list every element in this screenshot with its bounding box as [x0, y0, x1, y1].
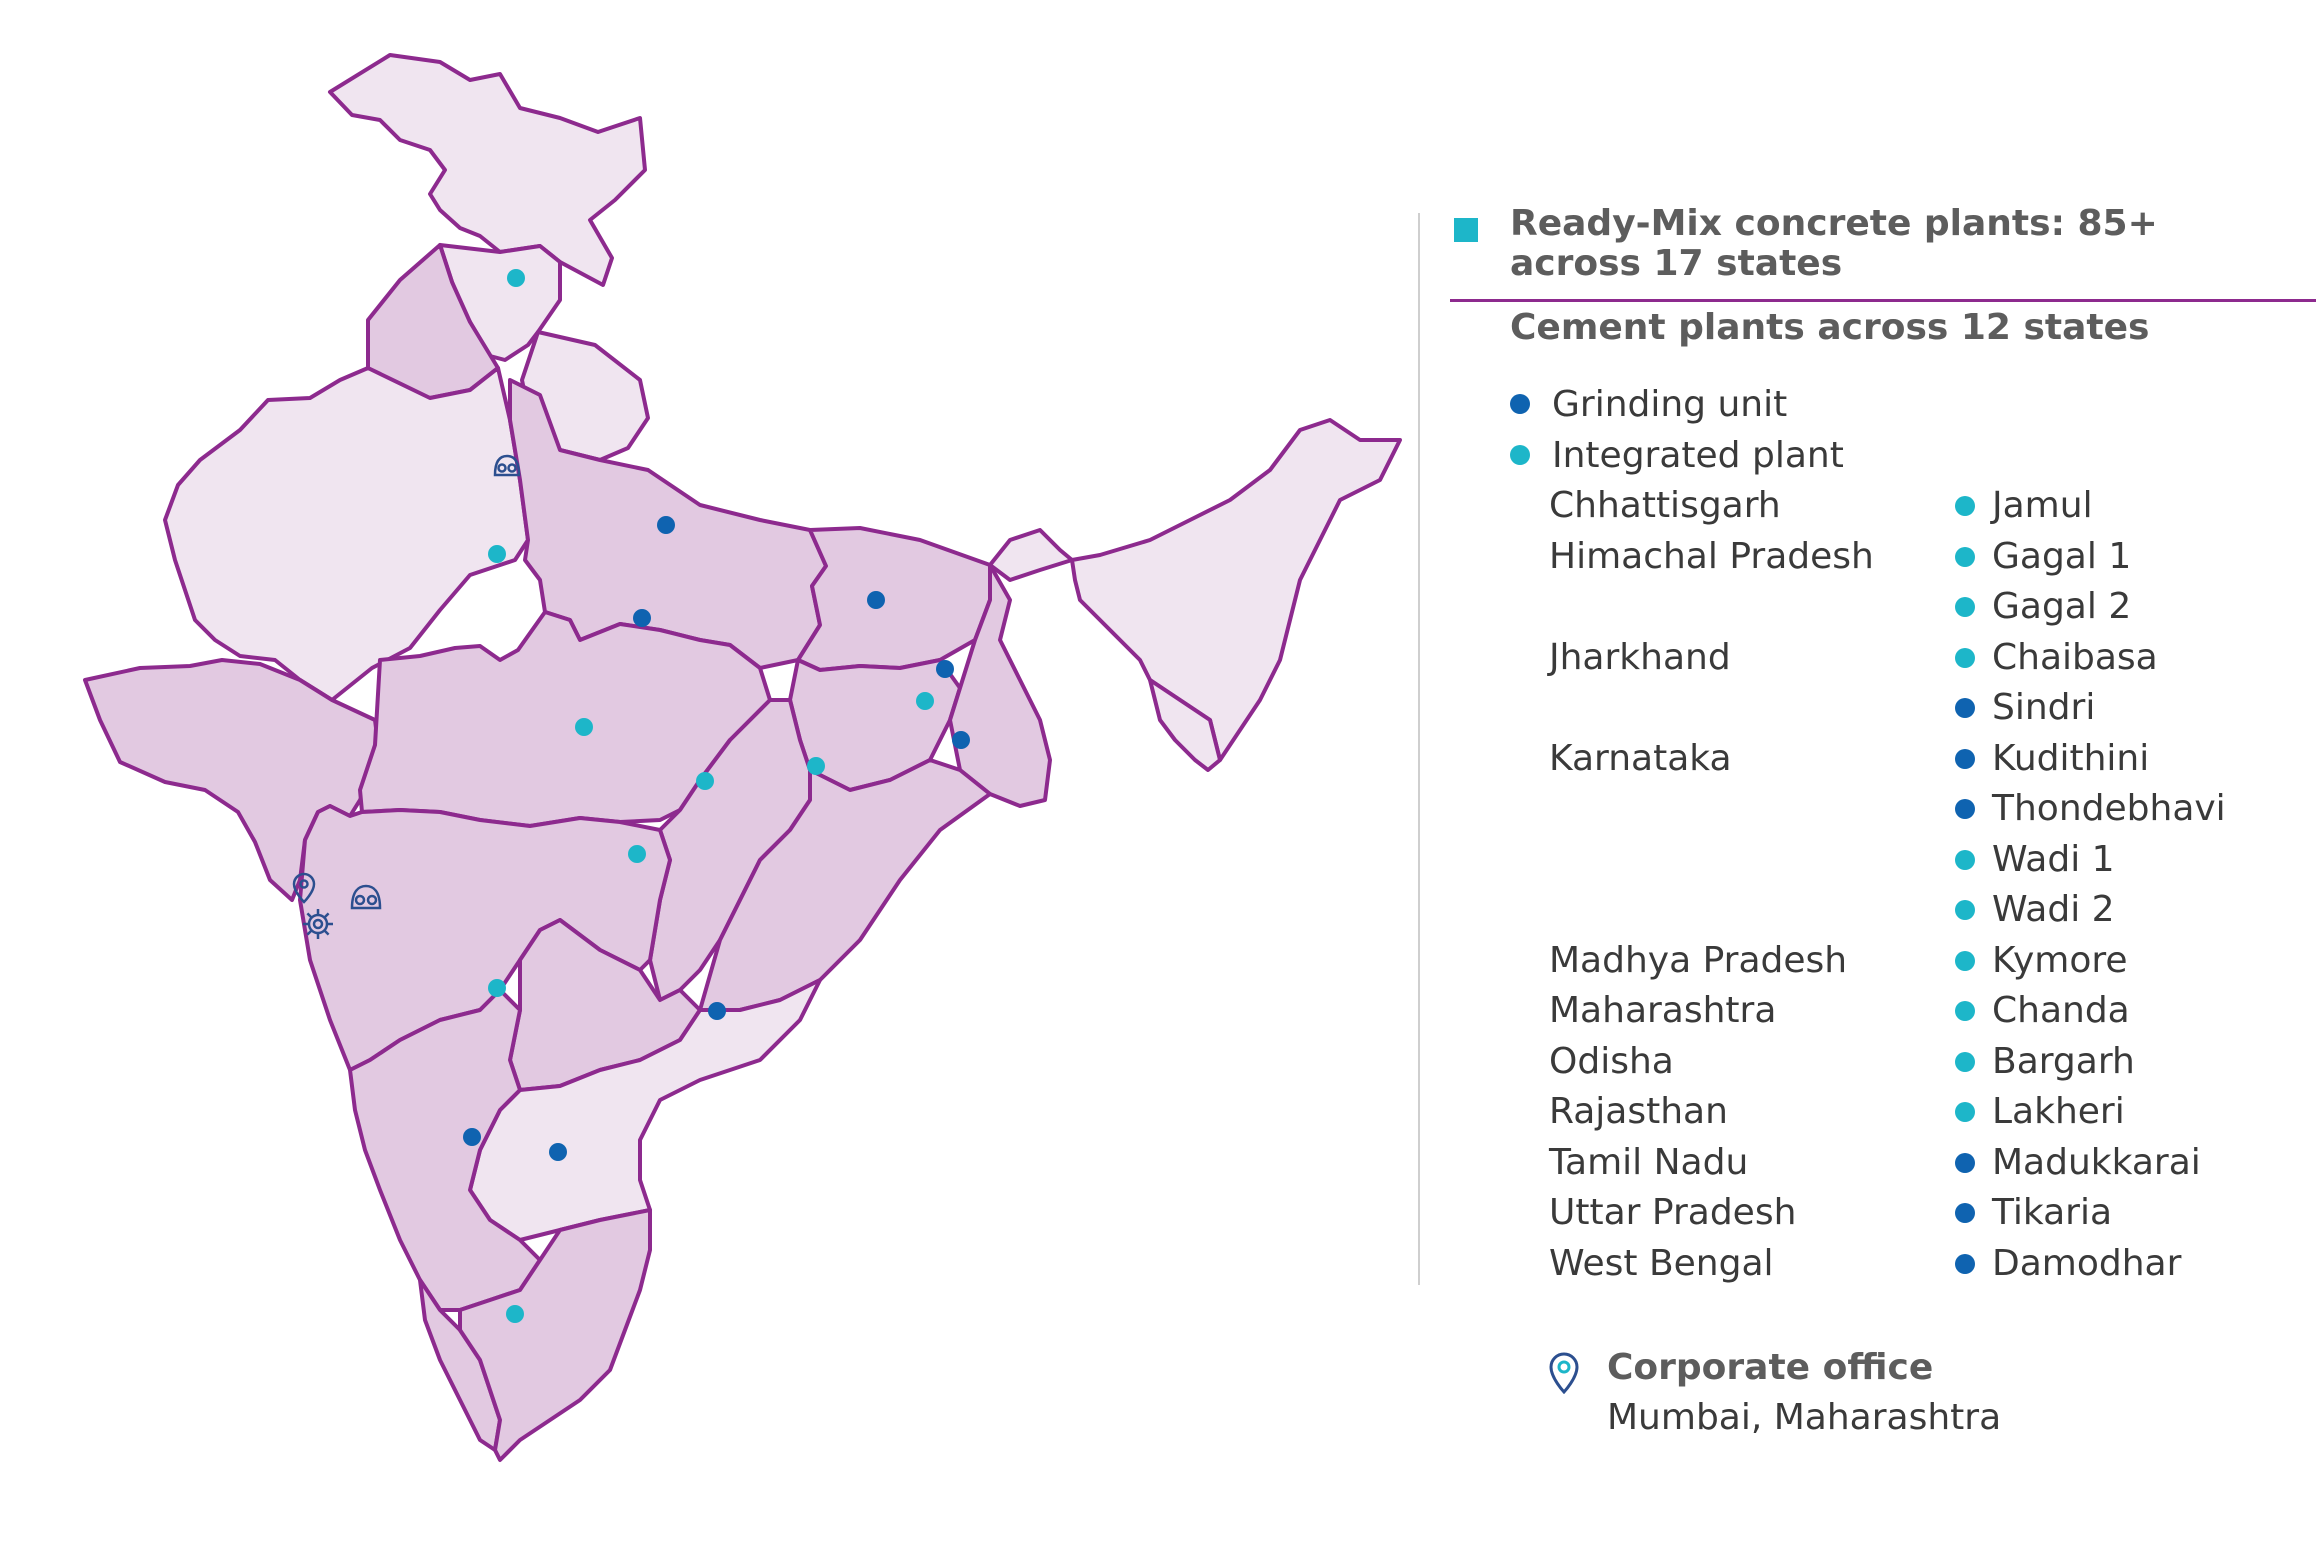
- grinding-unit-marker: [463, 1128, 481, 1146]
- state-name: Odisha: [1549, 1040, 1674, 1082]
- region-west-bengal: [948, 563, 1052, 808]
- state-name: Jharkhand: [1549, 636, 1731, 678]
- plant-name: Gagal 1: [1992, 535, 2132, 577]
- plant-name: Gagal 2: [1992, 586, 2132, 627]
- plant-name: Wadi 2: [1992, 889, 2115, 930]
- integrated-plant-dot-icon: [1955, 849, 1975, 870]
- gear-icon: [303, 909, 333, 939]
- corporate-office-title: Corporate office: [1607, 1347, 1934, 1388]
- integrated-plant-marker: [696, 772, 714, 790]
- ready-mix-legend: Ready-Mix concrete plants: 85+ across 17…: [1510, 203, 2158, 284]
- plant-name: Bargarh: [1992, 1040, 2135, 1082]
- grinding-unit-dot-icon: [1955, 1152, 1975, 1173]
- integrated-plant-marker: [628, 845, 646, 863]
- state-name: Uttar Pradesh: [1549, 1192, 1797, 1233]
- integrated-plant-dot-icon: [1955, 1001, 1975, 1021]
- region-bihar: [796, 526, 992, 672]
- integrated-plant-dot-icon: [1955, 1102, 1975, 1122]
- grinding-unit-dot-icon: [1955, 799, 1975, 819]
- grinding-unit-dot-icon: [1955, 1253, 1975, 1274]
- rmc-plant-marker: [507, 269, 525, 287]
- plant-name: Madukkarai: [1992, 1141, 2201, 1183]
- integrated-plant-dot-icon: [1955, 496, 1975, 516]
- region-jammu-kashmir: [328, 53, 647, 287]
- grinding-unit-dot-icon: [1510, 394, 1530, 414]
- location-pin-icon: [292, 872, 316, 904]
- plant-name: Kymore: [1992, 939, 2128, 981]
- integrated-plant-marker: [506, 1305, 524, 1323]
- integrated-plant-legend: Integrated plant: [1510, 430, 1844, 480]
- integrated-plant-marker: [807, 757, 825, 775]
- region-northeast: [1070, 418, 1402, 762]
- india-map: [83, 53, 1402, 1462]
- grinding-unit-marker: [952, 731, 970, 749]
- plant-name: Chanda: [1992, 990, 2130, 1031]
- integrated-plant-dot-icon: [1955, 647, 1975, 668]
- cement-plants-heading: Cement plants across 12 states: [1510, 307, 2150, 348]
- plant-name: Wadi 1: [1992, 838, 2115, 880]
- grinding-unit-dot-icon: [1955, 698, 1975, 718]
- grinding-unit-dot-icon: [1955, 1203, 1975, 1223]
- grinding-unit-marker: [633, 609, 651, 627]
- integrated-plant-dot-icon: [1955, 597, 1975, 617]
- region-sikkim-link: [988, 528, 1074, 582]
- grinding-unit-marker: [867, 591, 885, 609]
- grinding-unit-dot-icon: [1955, 748, 1975, 769]
- integrated-plant-dot-icon: [1510, 445, 1530, 465]
- state-name: Maharashtra: [1549, 990, 1777, 1031]
- integrated-plant-dot-icon: [1955, 950, 1975, 971]
- ready-mix-icon: [493, 454, 521, 477]
- state-name: Karnataka: [1549, 737, 1732, 779]
- region-tripura-mizoram: [1148, 678, 1222, 772]
- state-name: Chhattisgarh: [1549, 485, 1781, 526]
- state-name: West Bengal: [1549, 1242, 1774, 1284]
- location-pin-icon: [1549, 1352, 1579, 1394]
- grinding-unit-marker: [657, 516, 675, 534]
- rmc-plant-marker: [488, 545, 506, 563]
- plant-name: Jamul: [1992, 485, 2093, 526]
- legend-divider-vertical: [1418, 213, 1420, 1285]
- ready-mix-icon: [350, 884, 382, 910]
- integrated-plant-marker: [575, 718, 593, 736]
- plant-name: Thondebhavi: [1992, 788, 2226, 829]
- grinding-unit-label: Grinding unit: [1552, 383, 1788, 425]
- grinding-unit-marker: [549, 1143, 567, 1161]
- integrated-plant-dot-icon: [1955, 546, 1975, 567]
- plant-name: Damodhar: [1992, 1242, 2182, 1284]
- region-tamil-nadu: [458, 1208, 652, 1462]
- plant-name: Tikaria: [1992, 1192, 2113, 1233]
- region-karnataka: [348, 988, 542, 1312]
- ready-mix-square-icon: [1454, 218, 1478, 242]
- grinding-unit-marker: [936, 660, 954, 678]
- legend-divider-horizontal: [1450, 299, 2316, 302]
- plant-name: Chaibasa: [1992, 636, 2158, 678]
- plant-name: Sindri: [1992, 687, 2096, 728]
- corporate-office-location: Mumbai, Maharashtra: [1607, 1397, 2002, 1438]
- plant-name: Kudithini: [1992, 737, 2150, 779]
- integrated-plant-label: Integrated plant: [1552, 434, 1844, 476]
- integrated-plant-marker: [916, 692, 934, 710]
- grinding-unit-marker: [708, 1002, 726, 1020]
- integrated-plant-dot-icon: [1955, 900, 1975, 920]
- state-name: Rajasthan: [1549, 1091, 1728, 1132]
- state-name: Tamil Nadu: [1549, 1141, 1749, 1183]
- plant-name: Lakheri: [1992, 1091, 2125, 1132]
- state-name: Madhya Pradesh: [1549, 939, 1848, 981]
- integrated-plant-marker: [488, 979, 506, 997]
- state-name: Himachal Pradesh: [1549, 535, 1874, 577]
- grinding-unit-legend: Grinding unit: [1510, 379, 1787, 429]
- integrated-plant-dot-icon: [1955, 1051, 1975, 1072]
